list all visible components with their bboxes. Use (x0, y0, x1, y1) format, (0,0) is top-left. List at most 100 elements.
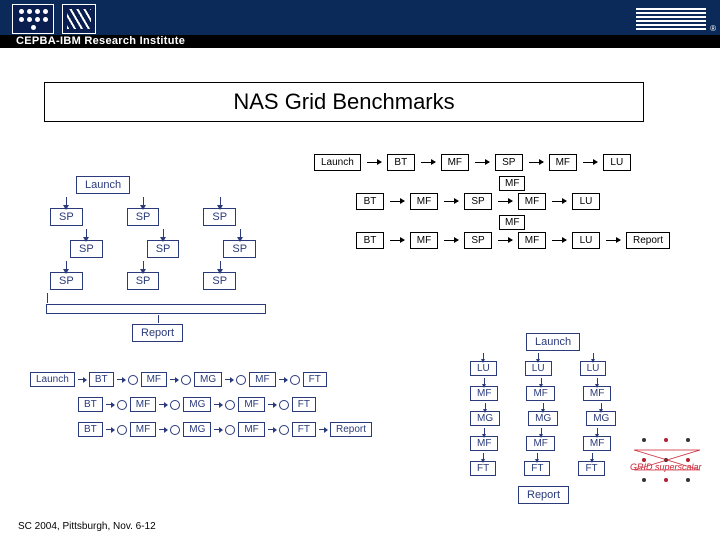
bt-node: BT (356, 232, 384, 249)
bt-node: BT (78, 422, 103, 437)
sp-node: SP (147, 240, 180, 258)
connector-icon (117, 400, 127, 410)
mf-between-node: MF (499, 215, 525, 230)
connector-icon (290, 375, 300, 385)
connector-icon (279, 400, 289, 410)
arrow-icon (390, 240, 404, 241)
arrow-icon (106, 429, 114, 430)
lu-node: LU (572, 232, 600, 249)
arrow-icon (159, 404, 167, 405)
ft-node: FT (303, 372, 327, 387)
arrow-icon (498, 201, 512, 202)
registered-mark: ® (710, 24, 716, 33)
launch-node: Launch (30, 372, 75, 387)
mf-node: MF (441, 154, 469, 171)
sp-node: SP (127, 272, 160, 290)
bt-node: BT (78, 397, 103, 412)
upc-logo (12, 4, 54, 34)
launch-node: Launch (314, 154, 361, 171)
arrow-icon (390, 201, 404, 202)
lu-node: LU (572, 193, 600, 210)
slide-title: NAS Grid Benchmarks (44, 82, 644, 122)
ft-node: FT (292, 397, 316, 412)
mf-node: MF (410, 232, 438, 249)
mf-node: MF (526, 386, 554, 401)
d4-row: MGMGMG (470, 411, 690, 426)
sp-node: SP (464, 193, 492, 210)
report-node: Report (132, 324, 183, 342)
arrow-icon (78, 379, 86, 380)
arrow-icon (268, 404, 276, 405)
bt-node: BT (89, 372, 114, 387)
connector-icon (181, 375, 191, 385)
arrow-icon (367, 162, 381, 163)
d4-row: LULULU (470, 361, 690, 376)
mg-node: MG (586, 411, 616, 426)
flow-diagram-helical: Launch BT MF SP MF LU MF BT MF SP MF LU … (314, 154, 714, 251)
arrow-icon (444, 201, 458, 202)
connector-icon (117, 425, 127, 435)
sp-node: SP (127, 208, 160, 226)
ft-node: FT (470, 461, 496, 476)
connector-icon (128, 375, 138, 385)
report-node: Report (518, 486, 569, 504)
arrow-icon (159, 429, 167, 430)
lu-node: LU (525, 361, 552, 376)
ft-node: FT (292, 422, 316, 437)
sp-row: SP SP SP (50, 208, 286, 226)
arrow-icon (529, 162, 543, 163)
sp-node: SP (223, 240, 256, 258)
mf-node: MF (518, 193, 546, 210)
header-band: ® CEPBA-IBM Research Institute (0, 0, 720, 48)
sp-grid-diagram: Launch SP SP SP SP SP SP SP SP SP Report (46, 175, 286, 342)
arrow-icon (225, 379, 233, 380)
arrow-icon (279, 379, 287, 380)
lu-node: LU (603, 154, 631, 171)
arrow-icon (117, 379, 125, 380)
mf-node: MF (549, 154, 577, 171)
mf-node: MF (130, 397, 156, 412)
report-node: Report (330, 422, 372, 437)
arrow-icon (170, 379, 178, 380)
connector-icon (225, 425, 235, 435)
connector-icon (170, 425, 180, 435)
mf-node: MF (583, 386, 611, 401)
connector-icon (236, 375, 246, 385)
launch-node: Launch (76, 176, 130, 194)
ibm-logo (636, 8, 706, 30)
mf-node: MF (410, 193, 438, 210)
connector-icon (279, 425, 289, 435)
gs-logo-text: GRID superscalar (630, 462, 702, 472)
mf-node: MF (238, 422, 264, 437)
sp-node: SP (50, 208, 83, 226)
arrow-icon (606, 240, 620, 241)
flow1-row-0: Launch BT MF SP MF LU (314, 154, 714, 171)
mf-node: MF (470, 386, 498, 401)
arrow-icon (268, 429, 276, 430)
grid-superscalar-logo: GRID superscalar (624, 432, 710, 492)
arrow-icon (552, 201, 566, 202)
chain-row: BT MF MG MF FT Report (78, 422, 410, 437)
arrow-icon (444, 240, 458, 241)
chain-row: Launch BT MF MG MF FT (30, 372, 410, 387)
mf-node: MF (526, 436, 554, 451)
connector-icon (170, 400, 180, 410)
sp-node: SP (464, 232, 492, 249)
mf-node: MF (130, 422, 156, 437)
mg-node: MG (528, 411, 558, 426)
chain-row: BT MF MG MF FT (78, 397, 410, 412)
arrow-icon (552, 240, 566, 241)
mf-node: MF (238, 397, 264, 412)
footer-text: SC 2004, Pittsburgh, Nov. 6-12 (18, 521, 156, 532)
mf-node: MF (470, 436, 498, 451)
arrow-icon (583, 162, 597, 163)
arrow-icon (214, 429, 222, 430)
mf-node: MF (583, 436, 611, 451)
mg-node: MG (183, 422, 211, 437)
mg-node: MG (183, 397, 211, 412)
flow1-row-1: BT MF SP MF LU (356, 193, 714, 210)
bt-node: BT (387, 154, 415, 171)
sp-node: SP (203, 208, 236, 226)
arrow-icon (421, 162, 435, 163)
sp-node: SP (70, 240, 103, 258)
